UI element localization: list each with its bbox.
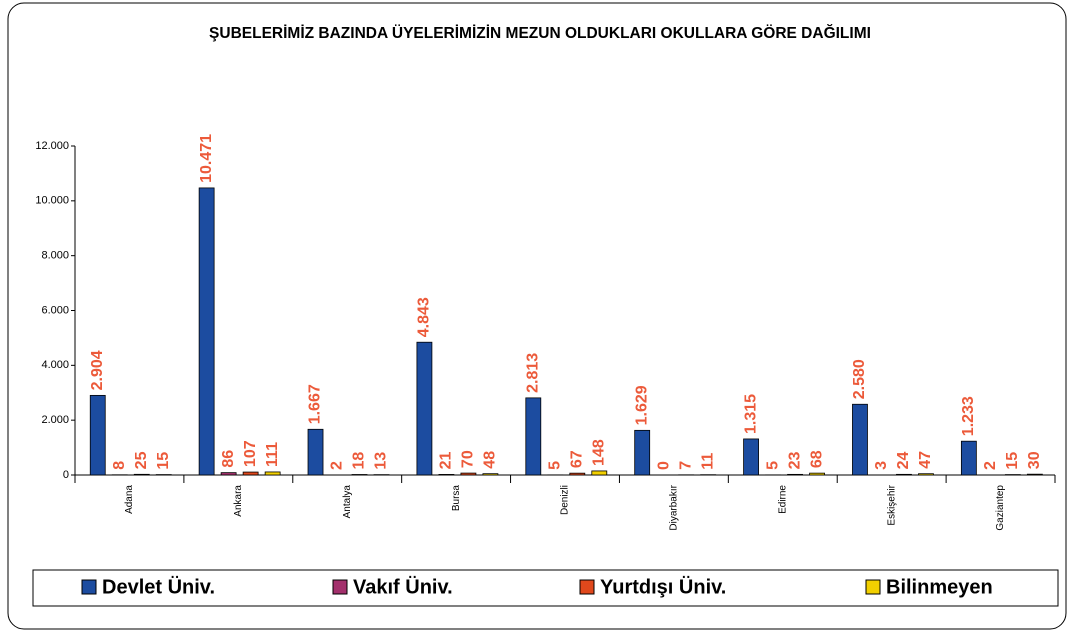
y-tick-label: 6.000 bbox=[41, 304, 69, 316]
legend-label: Bilinmeyen bbox=[886, 576, 993, 598]
data-label: 2.813 bbox=[525, 353, 542, 393]
x-tick-label: Diyarbakır bbox=[669, 484, 680, 530]
bar bbox=[482, 473, 499, 476]
data-label: 4.843 bbox=[416, 297, 433, 337]
data-label: 70 bbox=[460, 450, 477, 468]
data-label: 18 bbox=[351, 452, 368, 470]
data-label: 25 bbox=[133, 451, 150, 469]
bar bbox=[307, 428, 324, 476]
y-tick-label: 0 bbox=[63, 469, 69, 481]
y-tick-label: 12.000 bbox=[35, 140, 69, 152]
data-label: 148 bbox=[591, 439, 608, 466]
bar bbox=[569, 472, 586, 476]
legend-box bbox=[32, 569, 1059, 607]
data-label: 107 bbox=[242, 440, 259, 467]
bar bbox=[525, 397, 542, 476]
data-label: 48 bbox=[482, 451, 499, 469]
y-tick-label: 8.000 bbox=[41, 250, 69, 262]
data-label: 15 bbox=[155, 452, 172, 470]
data-label: 67 bbox=[569, 450, 586, 468]
data-label: 68 bbox=[808, 450, 825, 468]
data-label: 24 bbox=[895, 451, 912, 469]
x-tick-label: Eskişehir bbox=[886, 484, 897, 525]
legend-label: Vakıf Üniv. bbox=[353, 575, 453, 598]
data-label: 47 bbox=[917, 451, 934, 469]
data-label: 13 bbox=[373, 452, 390, 470]
bar bbox=[416, 341, 433, 476]
legend-swatch bbox=[332, 579, 348, 595]
legend-swatch bbox=[865, 579, 881, 595]
bar bbox=[634, 429, 651, 476]
bar bbox=[896, 473, 912, 476]
bar bbox=[133, 473, 150, 476]
data-label: 111 bbox=[264, 442, 281, 467]
bar bbox=[264, 471, 281, 476]
x-tick-label: Ankara bbox=[233, 485, 244, 517]
data-label: 1.629 bbox=[633, 385, 650, 425]
bar bbox=[242, 471, 259, 476]
bar bbox=[743, 438, 759, 476]
data-label: 11 bbox=[699, 453, 716, 470]
data-label: 8 bbox=[111, 461, 128, 470]
bar bbox=[960, 440, 977, 476]
bar bbox=[438, 474, 455, 476]
data-label: 5 bbox=[547, 461, 564, 470]
data-label: 23 bbox=[786, 451, 803, 469]
chart-title: ŞUBELERİMİZ BAZINDA ÜYELERİMİZİN MEZUN O… bbox=[209, 25, 871, 42]
bar bbox=[809, 472, 825, 476]
bar bbox=[220, 472, 237, 476]
data-label: 3 bbox=[873, 461, 890, 470]
data-label: 86 bbox=[220, 450, 237, 468]
x-tick-label: Bursa bbox=[451, 485, 462, 512]
data-label: 7 bbox=[677, 461, 694, 470]
bar bbox=[1026, 473, 1043, 476]
data-label: 5 bbox=[764, 461, 781, 470]
y-tick-label: 4.000 bbox=[41, 359, 69, 371]
bar bbox=[918, 473, 934, 476]
data-label: 15 bbox=[1004, 452, 1021, 470]
bar bbox=[89, 394, 106, 476]
bar bbox=[198, 187, 215, 476]
chart-frame bbox=[7, 2, 1067, 630]
data-label: 1.667 bbox=[307, 384, 324, 424]
bar bbox=[460, 472, 477, 476]
data-label: 21 bbox=[438, 452, 455, 470]
legend-label: Yurtdışı Üniv. bbox=[600, 575, 726, 598]
y-tick-label: 10.000 bbox=[35, 195, 69, 207]
legend-swatch bbox=[579, 579, 595, 595]
legend-swatch bbox=[81, 579, 97, 595]
x-tick-label: Gaziantep bbox=[995, 485, 1006, 531]
data-label: 0 bbox=[655, 461, 672, 470]
data-label: 2 bbox=[329, 461, 346, 470]
bar bbox=[591, 470, 608, 476]
bar bbox=[852, 403, 868, 476]
data-label: 1.315 bbox=[742, 394, 759, 434]
y-tick-label: 2.000 bbox=[41, 414, 69, 426]
data-label: 2.904 bbox=[89, 350, 106, 390]
data-label: 2 bbox=[982, 461, 999, 470]
x-tick-label: Adana bbox=[124, 485, 135, 514]
x-tick-label: Denizli bbox=[560, 485, 571, 515]
data-label: 10.471 bbox=[198, 134, 215, 183]
x-tick-label: Antalya bbox=[342, 485, 353, 519]
bar bbox=[787, 473, 803, 476]
x-tick-label: Edirne bbox=[777, 485, 788, 514]
data-label: 1.233 bbox=[960, 396, 977, 436]
data-label: 2.580 bbox=[851, 359, 868, 399]
data-label: 30 bbox=[1026, 451, 1043, 469]
legend-label: Devlet Üniv. bbox=[102, 575, 215, 598]
